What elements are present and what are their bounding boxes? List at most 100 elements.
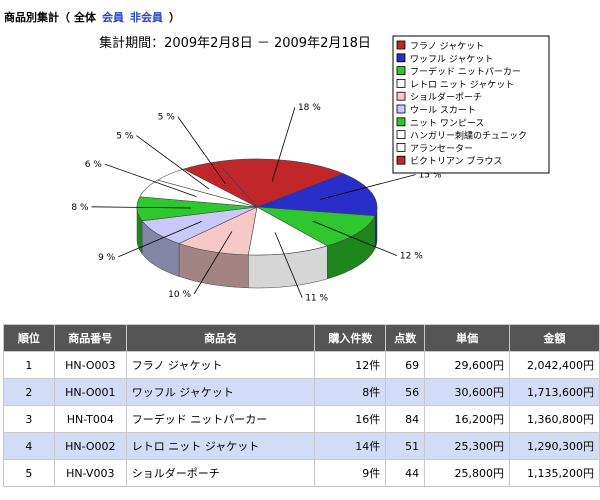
table-row: 1 HN-O003 フラノ ジャケット 12件 69 29,600円 2,042… <box>4 352 599 378</box>
amount-cell: 1,713,600円 <box>510 379 599 405</box>
pie-percent-label: 5 % <box>158 113 176 123</box>
legend-label: ワッフル ジャケット <box>410 54 493 65</box>
rank-cell: 5 <box>4 460 54 486</box>
product-code-cell: HN-V003 <box>54 460 126 486</box>
legend-swatch <box>396 130 406 139</box>
pie-percent-label: 10 % <box>168 290 191 300</box>
product-name-cell: フラノ ジャケット <box>126 352 315 378</box>
pie-percent-label: 6 % <box>85 160 103 170</box>
ranking-table: 順位 商品番号 商品名 購入件数 点数 単価 金額 1 HN-O003 フラノ … <box>3 324 600 487</box>
ranking-table-area: 順位 商品番号 商品名 購入件数 点数 単価 金額 1 HN-O003 フラノ … <box>0 324 600 500</box>
unit-price-cell: 25,800円 <box>425 460 510 486</box>
pie-slice <box>216 158 345 208</box>
header-line: 商品別集計（ 全体 会員 非会員 ） <box>4 9 180 25</box>
legend-label: ニット ワンピース <box>410 118 484 129</box>
chart-title: 集計期間：2009年2月8日 － 2009年2月18日 <box>99 35 371 51</box>
legend-label: ウール スカート <box>410 105 476 116</box>
legend-label: フーデッド ニットパーカー <box>410 66 521 78</box>
pie-tops <box>136 158 378 256</box>
table-row: 4 HN-O002 レトロ ニット ジャケット 14件 51 25,300円 1… <box>4 433 599 459</box>
pie-slice <box>178 206 258 256</box>
legend-label: ショルダーポーチ <box>410 91 482 103</box>
scope-nonmember-link[interactable]: 非会員 <box>130 11 163 24</box>
legend-label: アランセーター <box>410 143 473 154</box>
unit-price-cell: 30,600円 <box>425 379 510 405</box>
order-count-cell: 14件 <box>315 433 386 459</box>
pie-leader-line <box>118 221 202 258</box>
table-row: 2 HN-O001 ワッフル ジャケット 8件 56 30,600円 1,713… <box>4 379 599 405</box>
legend-label: ビクトリアン ブラウス <box>410 155 503 167</box>
pie-percent-label: 18 % <box>298 103 321 113</box>
product-code-cell: HN-O001 <box>54 379 126 405</box>
pie-leader-line <box>312 220 398 257</box>
pie-percent-label: 11 % <box>305 294 328 304</box>
legend-swatch <box>396 117 406 127</box>
col-product-code: 商品番号 <box>54 325 126 351</box>
order-count-cell: 9件 <box>315 460 386 486</box>
amount-cell: 1,290,300円 <box>510 433 599 459</box>
legend-swatch <box>396 40 406 50</box>
col-product-name: 商品名 <box>126 325 315 351</box>
legend-swatch <box>396 53 406 63</box>
table-row: 5 HN-V003 ショルダーポーチ 9件 44 25,800円 1,135,2… <box>4 460 599 486</box>
product-name-cell: ワッフル ジャケット <box>126 379 315 405</box>
table-header-row: 順位 商品番号 商品名 購入件数 点数 単価 金額 <box>4 325 599 351</box>
col-rank: 順位 <box>4 325 54 351</box>
legend-box <box>392 35 550 174</box>
open-paren: （ <box>59 11 70 24</box>
order-count-cell: 8件 <box>315 379 386 405</box>
rank-cell: 4 <box>4 433 54 459</box>
pie-leader-line <box>274 232 303 298</box>
pie-slice <box>256 173 378 217</box>
pie-leader-line <box>104 163 197 197</box>
product-name-cell: レトロ ニット ジャケット <box>126 433 315 459</box>
pie-sides <box>136 206 378 289</box>
pie-percent-label: 9 % <box>98 253 116 263</box>
amount-cell: 2,042,400円 <box>510 352 599 378</box>
legend-label: レトロ ニット ジャケット <box>410 79 514 90</box>
product-code-cell: HN-O003 <box>54 352 126 378</box>
legend-swatch <box>396 155 406 165</box>
pie-percent-label: 5 % <box>116 132 134 142</box>
quantity-cell: 44 <box>386 460 425 486</box>
legend-label: ハンガリー刺繍のチュニック <box>410 130 527 142</box>
pie-labels: 18 % 15 % 12 % 11 % 10 % 9 % 8 % 6 % 5 % 5 % <box>71 103 442 303</box>
quantity-cell: 51 <box>386 433 425 459</box>
col-amount: 金額 <box>510 325 599 351</box>
quantity-cell: 56 <box>386 379 425 405</box>
col-unit-price: 単価 <box>425 325 510 351</box>
quantity-cell: 84 <box>386 406 425 432</box>
scope-member-link[interactable]: 会員 <box>102 11 124 24</box>
pie-chart: 集計期間：2009年2月8日 － 2009年2月18日 18 % 15 % 12 %… <box>71 35 550 304</box>
legend-swatch <box>396 79 406 88</box>
pie-leader-line <box>177 116 226 185</box>
pie-slice <box>182 161 258 208</box>
legend-swatch <box>396 104 406 114</box>
pie-leader-line <box>91 206 192 209</box>
amount-cell: 1,135,200円 <box>510 460 599 486</box>
legend-swatch <box>396 91 406 101</box>
pie-percent-label: 12 % <box>400 252 423 262</box>
legend-swatch <box>396 66 406 75</box>
product-name-cell: フーデッド ニットパーカー <box>126 406 315 432</box>
rank-cell: 3 <box>4 406 54 432</box>
scope-all-current: 全体 <box>74 11 96 24</box>
legend-swatch <box>396 143 406 152</box>
col-quantity: 点数 <box>386 325 425 351</box>
pie-percent-label: 15 % <box>419 171 442 181</box>
product-code-cell: HN-T004 <box>54 406 126 432</box>
pie-leader-line <box>271 107 296 182</box>
col-order-count: 購入件数 <box>315 325 386 351</box>
page-title: 商品別集計 <box>4 11 59 24</box>
product-code-cell: HN-O002 <box>54 433 126 459</box>
unit-price-cell: 25,300円 <box>425 433 510 459</box>
pie-leader-line <box>136 135 210 190</box>
quantity-cell: 69 <box>386 352 425 378</box>
unit-price-cell: 16,200円 <box>425 406 510 432</box>
order-count-cell: 16件 <box>315 406 386 432</box>
pie-slice <box>256 206 376 247</box>
close-paren: ） <box>169 11 180 24</box>
rank-cell: 1 <box>4 352 54 378</box>
unit-price-cell: 29,600円 <box>425 352 510 378</box>
